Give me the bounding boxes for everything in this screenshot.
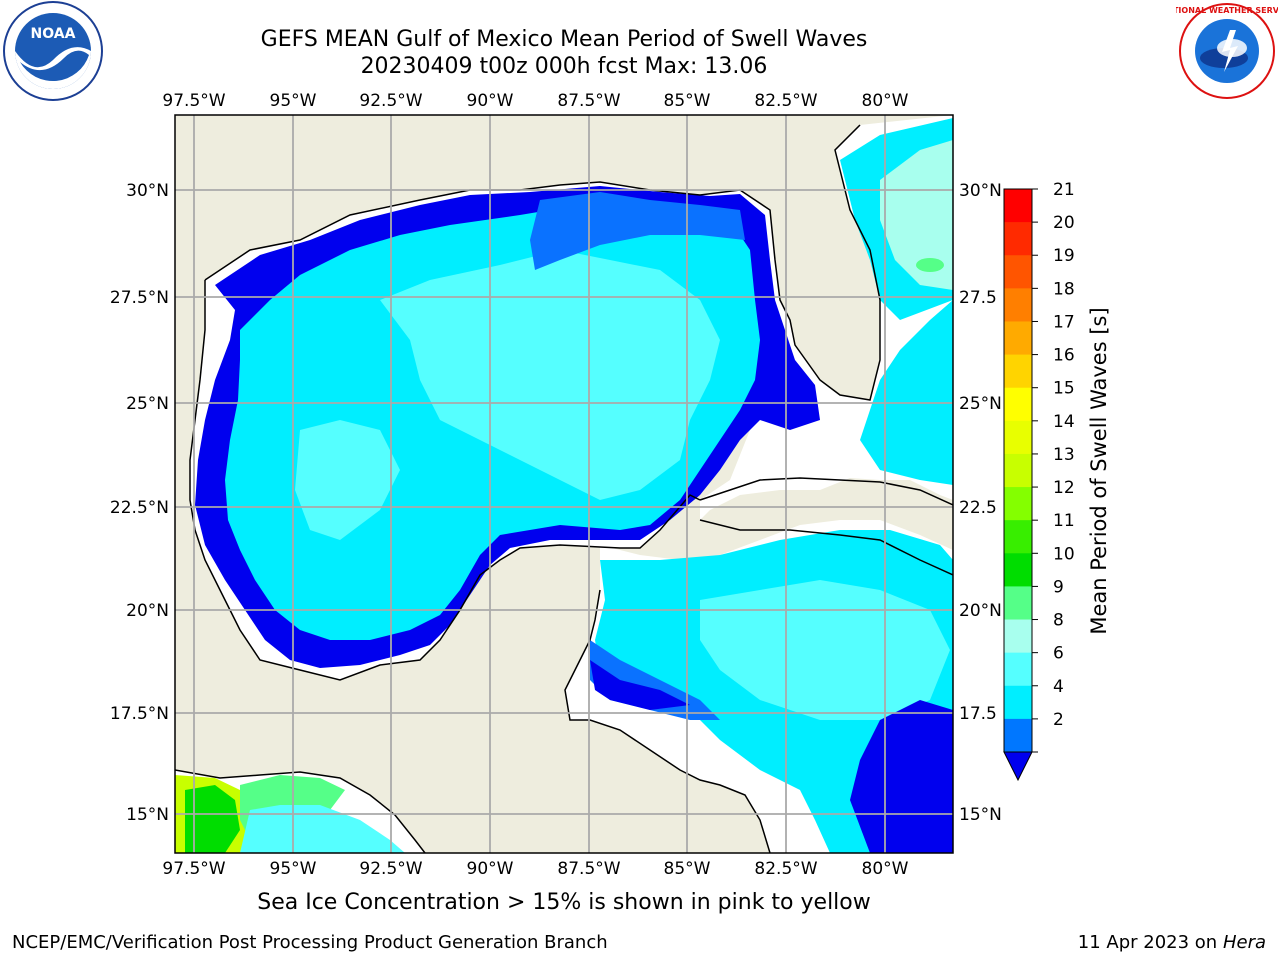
lon-label: 82.5°W xyxy=(754,91,817,111)
lat-label: 20°N xyxy=(126,601,169,621)
lon-label: 87.5°W xyxy=(557,91,620,111)
colorbar-segment xyxy=(1004,255,1032,289)
lat-label: 25°N xyxy=(126,394,169,414)
longitude-labels-top: 97.5°W 95°W 92.5°W 90°W 87.5°W 85°W 82.5… xyxy=(162,91,908,111)
colorbar-segment xyxy=(1004,354,1032,389)
map-frame xyxy=(174,114,954,854)
lon-label: 85°W xyxy=(664,91,711,111)
lon-label: 85°W xyxy=(664,859,711,879)
lon-label: 95°W xyxy=(270,859,317,879)
colorbar-tick-label: 17 xyxy=(1053,312,1075,332)
lon-label: 92.5°W xyxy=(359,91,422,111)
gulf-light-cyan xyxy=(380,250,720,500)
lat-label: 22.5°N xyxy=(110,498,169,518)
coastlines xyxy=(175,124,953,853)
lon-label: 82.5°W xyxy=(754,859,817,879)
noaa-logo: NOAA xyxy=(3,1,103,101)
colorbar-tick-label: 8 xyxy=(1053,611,1064,631)
colorbar-segment xyxy=(1004,453,1032,488)
sea-ice-note: Sea Ice Concentration > 15% is shown in … xyxy=(257,890,871,915)
colorbar-tick-label: 21 xyxy=(1053,180,1075,200)
lon-label: 97.5°W xyxy=(162,91,225,111)
colorbar-segment xyxy=(1004,487,1032,521)
lon-label: 90°W xyxy=(467,859,514,879)
colorbar-segment xyxy=(1004,288,1032,322)
lat-label: 25°N xyxy=(959,394,1002,414)
credit-machine: Hera xyxy=(1222,932,1266,953)
graticule xyxy=(175,115,953,853)
credit-date-text: 11 Apr 2023 on xyxy=(1077,932,1223,953)
pacific-light-cyan xyxy=(240,805,405,853)
nws-logo-text: NATIONAL WEATHER SERVICE xyxy=(1176,6,1278,15)
lon-label: 97.5°W xyxy=(162,859,225,879)
lon-label: 90°W xyxy=(467,91,514,111)
latitude-labels-right: 30°N 27.5 25°N 22.5 20°N 17.5 15°N xyxy=(959,181,1002,825)
colorbar-segment xyxy=(1004,586,1032,621)
colorbar-segment xyxy=(1004,553,1032,587)
lat-label: 17.5°N xyxy=(110,704,169,724)
colorbar-tick-label: 14 xyxy=(1053,412,1075,432)
lat-label: 15°N xyxy=(959,805,1002,825)
credit-date: 11 Apr 2023 on Hera xyxy=(1078,932,1266,953)
colorbar-tick-label: 19 xyxy=(1053,246,1075,266)
colorbar-segment xyxy=(1004,420,1032,455)
colorbar-extend-triangle xyxy=(1003,751,1033,782)
lon-label: 80°W xyxy=(862,91,909,111)
colorbar-tick-label: 2 xyxy=(1053,710,1064,730)
lat-label: 15°N xyxy=(126,805,169,825)
lat-label: 22.5 xyxy=(959,498,997,518)
gulf-light-cyan-2 xyxy=(295,420,400,540)
gulf-mid-blue-patch xyxy=(530,192,745,270)
map-subtitle: 20230409 t00z 000h fcst Max: 13.06 xyxy=(360,54,768,79)
colorbar-tick-label: 18 xyxy=(1053,279,1075,299)
colorbar-segment xyxy=(1004,189,1032,223)
lat-label: 17.5 xyxy=(959,704,997,724)
colorbar: 21 20 19 18 17 16 15 14 13 12 11 10 9 8 6 4 2 xyxy=(1003,180,1075,782)
colorbar-tick-label: 12 xyxy=(1053,478,1075,498)
colorbar-tick-label: 10 xyxy=(1053,544,1075,564)
lon-label: 80°W xyxy=(862,859,909,879)
colorbar-segment xyxy=(1004,652,1032,687)
colorbar-segment xyxy=(1004,222,1032,256)
lat-label: 27.5 xyxy=(959,288,997,308)
colorbar-frame xyxy=(1003,188,1033,753)
colorbar-segment xyxy=(1004,619,1032,654)
colorbar-segment xyxy=(1004,387,1032,422)
lat-label: 27.5°N xyxy=(110,288,169,308)
colorbar-segment xyxy=(1004,718,1032,753)
lat-label: 30°N xyxy=(959,181,1002,201)
caribbean-deep-blue-west xyxy=(590,660,690,710)
colorbar-tick-label: 9 xyxy=(1053,577,1064,597)
lon-label: 95°W xyxy=(270,91,317,111)
lat-label: 20°N xyxy=(959,601,1002,621)
colorbar-tick-label: 13 xyxy=(1053,445,1075,465)
map-area xyxy=(175,115,953,853)
longitude-labels-bottom: 97.5°W 95°W 92.5°W 90°W 87.5°W 85°W 82.5… xyxy=(162,859,908,879)
latitude-labels-left: 30°N 27.5°N 25°N 22.5°N 20°N 17.5°N 15°N xyxy=(110,181,169,825)
atlantic-pale-cyan xyxy=(880,140,953,290)
map-title: GEFS MEAN Gulf of Mexico Mean Period of … xyxy=(260,27,868,52)
atlantic-green-patch xyxy=(916,258,944,272)
colorbar-segment xyxy=(1004,685,1032,720)
caribbean-light-cyan xyxy=(700,580,950,720)
colorbar-label: Mean Period of Swell Waves [s] xyxy=(1087,307,1111,634)
colorbar-tick-label: 4 xyxy=(1053,677,1064,697)
noaa-logo-text: NOAA xyxy=(31,26,76,42)
pacific-bright-green xyxy=(185,785,240,853)
colorbar-tick-label: 20 xyxy=(1053,213,1075,233)
colorbar-segment xyxy=(1004,520,1032,554)
credit-branch: NCEP/EMC/Verification Post Processing Pr… xyxy=(12,932,608,953)
lon-label: 87.5°W xyxy=(557,859,620,879)
colorbar-tick-label: 15 xyxy=(1053,379,1075,399)
colorbar-tick-label: 16 xyxy=(1053,346,1075,366)
colorbar-segment xyxy=(1004,321,1032,356)
nws-logo: NATIONAL WEATHER SERVICE xyxy=(1176,2,1278,100)
lon-label: 92.5°W xyxy=(359,859,422,879)
colorbar-tick-label: 6 xyxy=(1053,644,1064,664)
lat-label: 30°N xyxy=(126,181,169,201)
colorbar-tick-label: 11 xyxy=(1053,511,1075,531)
